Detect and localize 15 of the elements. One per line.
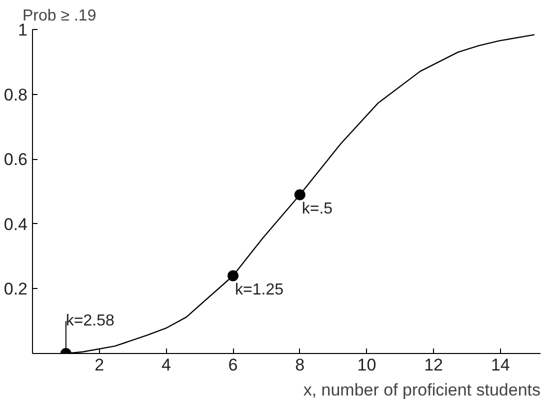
x-axis-title: x, number of proficient students xyxy=(303,380,541,400)
y-tick-label: 0.2 xyxy=(4,280,28,299)
y-tick-label: 0.6 xyxy=(4,150,28,170)
x-tick-label: 2 xyxy=(94,356,104,374)
x-tick-label: 12 xyxy=(424,356,444,374)
x-tick-label: 10 xyxy=(357,356,376,374)
x-tick-label: 14 xyxy=(490,356,510,374)
x-tick-label: 4 xyxy=(161,356,171,374)
annotation: k=1.25 xyxy=(235,282,284,299)
x-tick-label: 8 xyxy=(295,356,305,374)
x-tick-label: 6 xyxy=(228,356,238,374)
y-tick-label: 0.8 xyxy=(4,85,28,104)
annotation: k=.5 xyxy=(302,200,333,218)
y-tick-label: 0.4 xyxy=(4,214,28,234)
annotation: k=2.58 xyxy=(66,312,115,330)
